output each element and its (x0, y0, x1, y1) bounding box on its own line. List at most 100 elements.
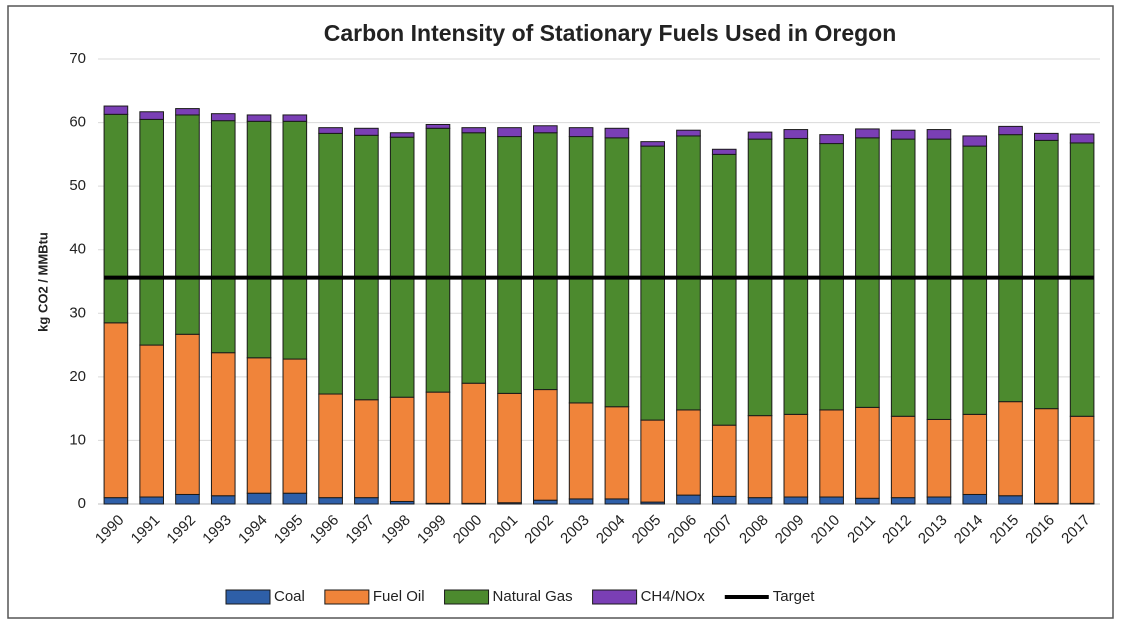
bar-segment (1034, 408, 1059, 504)
bar-segment (640, 145, 665, 421)
bar-segment (819, 409, 844, 498)
bar-segment (354, 399, 379, 499)
y-tick-label: 60 (69, 114, 86, 131)
y-tick-label: 70 (69, 50, 86, 67)
bar-segment (604, 498, 630, 505)
bar-segment (890, 415, 916, 499)
bar-segment (926, 418, 952, 498)
bar-segment (461, 127, 487, 134)
bar-segment (210, 352, 236, 497)
bar-segment (318, 132, 343, 395)
bar-segment (175, 493, 200, 505)
bar-segment (676, 409, 701, 496)
bar-segment (175, 333, 200, 495)
bar-segment (175, 108, 200, 116)
bar-segment (533, 132, 558, 391)
bar-segment (855, 128, 880, 139)
bar-segment (246, 120, 272, 359)
bar-segment (747, 497, 773, 505)
bar-segment (103, 113, 129, 324)
bar-segment (604, 137, 630, 408)
bar-segment (962, 145, 988, 415)
y-tick-label: 20 (69, 368, 86, 385)
bar-segment (1034, 132, 1059, 141)
chart-title: Carbon Intensity of Stationary Fuels Use… (324, 20, 897, 46)
bar-segment (568, 402, 594, 500)
bar-segment (533, 499, 558, 505)
bar-segment (282, 120, 308, 360)
bar-segment (1034, 139, 1059, 410)
bar-segment (819, 496, 844, 505)
bar-segment (246, 492, 272, 505)
bar-segment (139, 118, 164, 346)
bar-segment (998, 401, 1023, 497)
bar-segment (497, 136, 522, 394)
bar-segment (890, 129, 916, 140)
legend-swatch (225, 589, 271, 605)
bar-segment (711, 424, 737, 497)
bar-segment (568, 498, 594, 505)
bar-segment (604, 406, 630, 500)
bar-segment (389, 396, 415, 502)
y-tick-label: 50 (69, 177, 86, 194)
bar-segment (461, 382, 487, 504)
bar-segment (783, 496, 809, 505)
y-tick-label: 40 (69, 241, 86, 258)
bar-segment (676, 129, 701, 137)
y-tick-label: 0 (78, 495, 86, 512)
bar-segment (855, 497, 880, 505)
y-tick-label: 10 (69, 431, 86, 448)
bar-segment (783, 413, 809, 498)
legend-label: Coal (274, 588, 305, 605)
bar-segment (1069, 415, 1095, 504)
bar-segment (103, 105, 129, 115)
legend-label: Natural Gas (493, 588, 573, 605)
bar-segment (711, 148, 737, 155)
bar-segment (175, 114, 200, 335)
bar-segment (1069, 133, 1095, 144)
bar-segment (282, 492, 308, 505)
bar-segment (497, 127, 522, 138)
bar-segment (998, 125, 1023, 136)
legend-label: Target (773, 588, 816, 605)
bar-segment (103, 322, 129, 499)
bar-segment (533, 125, 558, 134)
bar-segment (210, 120, 236, 354)
legend-swatch (592, 589, 638, 605)
bar-segment (640, 141, 665, 147)
bar-segment (103, 497, 129, 505)
bar-segment (354, 134, 379, 401)
y-tick-label: 30 (69, 304, 86, 321)
bar-segment (926, 129, 952, 140)
bar-segment (282, 114, 308, 122)
bar-segment (425, 391, 451, 504)
bar-segment (855, 137, 880, 408)
bar-segment (282, 358, 308, 494)
bar-segment (604, 127, 630, 139)
bar-segment (890, 497, 916, 505)
bar-segment (747, 415, 773, 499)
bar-segment (389, 136, 415, 398)
bar-segment (962, 493, 988, 505)
bar-segment (711, 495, 737, 505)
bar-segment (676, 494, 701, 505)
legend-swatch (444, 589, 490, 605)
bar-segment (568, 136, 594, 404)
bar-segment (676, 135, 701, 411)
bar-segment (711, 153, 737, 426)
bar-segment (246, 114, 272, 122)
bar-segment (855, 406, 880, 499)
bar-segment (210, 495, 236, 505)
bar-segment (497, 392, 522, 504)
bar-segment (533, 389, 558, 501)
bar-segment (318, 393, 343, 499)
bar-segment (783, 129, 809, 139)
bar-segment (461, 132, 487, 384)
bar-segment (318, 127, 343, 134)
bar-segment (962, 135, 988, 147)
bar-segment (139, 496, 164, 505)
bar-segment (318, 497, 343, 505)
bar-segment (354, 127, 379, 136)
